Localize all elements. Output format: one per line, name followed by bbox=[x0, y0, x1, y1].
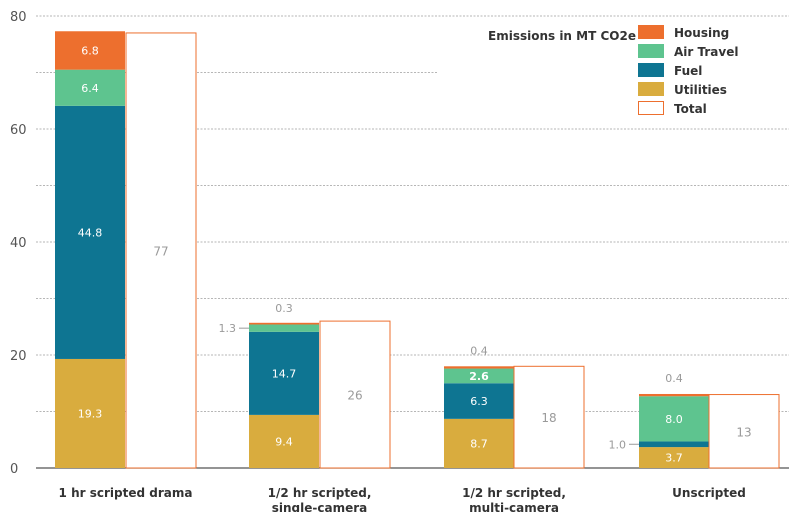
bar-segment-air-travel bbox=[249, 324, 319, 332]
data-label-fuel: 44.8 bbox=[78, 226, 103, 239]
data-label-utilities: 19.3 bbox=[78, 407, 103, 420]
bar-segment-utilities bbox=[55, 358, 125, 468]
bar-segment-utilities bbox=[444, 418, 514, 468]
data-label-fuel: 14.7 bbox=[272, 367, 297, 380]
bar-segment-housing bbox=[639, 393, 709, 397]
y-tick-label: 20 bbox=[10, 349, 27, 364]
y-tick-label: 40 bbox=[10, 236, 27, 251]
data-label-utilities: 3.7 bbox=[665, 452, 683, 465]
data-label-housing: 0.3 bbox=[275, 302, 293, 315]
bar-segment-air-travel bbox=[444, 368, 514, 384]
x-category-label: 1/2 hr scripted, bbox=[268, 486, 372, 500]
total-value-label: 77 bbox=[153, 244, 168, 258]
legend-title: Emissions in MT CO2e bbox=[488, 29, 636, 43]
bar-segment-air-travel bbox=[639, 396, 709, 442]
legend-swatch-total bbox=[638, 101, 664, 115]
bar-segment-housing bbox=[249, 322, 319, 325]
legend-background bbox=[437, 22, 789, 126]
total-bar bbox=[708, 394, 780, 469]
legend-entry-total: Total bbox=[674, 102, 707, 116]
bar-segment-utilities bbox=[639, 447, 709, 468]
data-label-housing: 0.4 bbox=[665, 372, 683, 385]
legend-swatch-air-travel bbox=[638, 44, 664, 58]
bar-segment-utilities bbox=[249, 414, 319, 468]
data-label-fuel: 6.3 bbox=[470, 395, 488, 408]
data-label-housing: 6.8 bbox=[81, 44, 99, 57]
y-tick-label: 80 bbox=[10, 10, 27, 25]
bar-segment-fuel bbox=[249, 331, 319, 415]
total-value-label: 26 bbox=[347, 389, 362, 403]
data-label-housing: 0.4 bbox=[470, 344, 488, 357]
legend-entry-fuel: Fuel bbox=[674, 64, 702, 78]
data-label-air-travel: 8.0 bbox=[665, 413, 683, 426]
data-label-utilities: 8.7 bbox=[470, 437, 488, 450]
legend-swatch-utilities bbox=[638, 82, 664, 96]
legend-entry-air-travel: Air Travel bbox=[674, 45, 738, 59]
total-bar bbox=[513, 365, 585, 469]
data-label-fuel: 1.0 bbox=[609, 438, 627, 451]
total-value-label: 18 bbox=[541, 411, 556, 425]
data-label-air-travel: 2.6 bbox=[469, 370, 489, 383]
bar-segment-fuel bbox=[444, 383, 514, 419]
x-category-label: single-camera bbox=[272, 501, 368, 512]
y-tick-label: 60 bbox=[10, 123, 27, 138]
x-category-label: Unscripted bbox=[672, 486, 746, 500]
x-category-label: multi-camera bbox=[469, 501, 559, 512]
x-category-label: 1 hr scripted drama bbox=[59, 486, 193, 500]
legend-entry-housing: Housing bbox=[674, 26, 729, 40]
total-bar bbox=[319, 320, 391, 469]
bar-segment-housing bbox=[444, 366, 514, 369]
y-tick-label: 0 bbox=[10, 462, 18, 477]
legend-swatch-fuel bbox=[638, 63, 664, 77]
data-label-air-travel: 6.4 bbox=[81, 82, 99, 95]
data-label-air-travel: 1.3 bbox=[219, 322, 237, 335]
bar-segment-fuel bbox=[639, 441, 709, 448]
data-label-utilities: 9.4 bbox=[275, 435, 293, 448]
bar-segment-air-travel bbox=[55, 69, 125, 106]
total-bar bbox=[125, 32, 197, 469]
x-category-label: 1/2 hr scripted, bbox=[462, 486, 566, 500]
total-value-label: 13 bbox=[736, 425, 751, 439]
bar-segment-housing bbox=[55, 31, 125, 70]
legend-swatch-housing bbox=[638, 25, 664, 39]
legend-entry-utilities: Utilities bbox=[674, 83, 727, 97]
bar-segment-fuel bbox=[55, 105, 125, 359]
